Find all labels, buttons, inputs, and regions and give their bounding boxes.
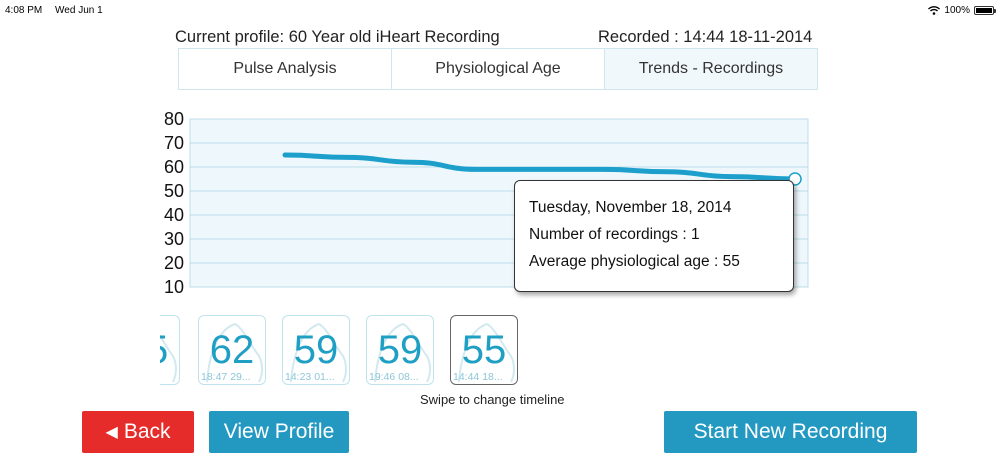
battery-icon xyxy=(974,6,996,15)
y-tick-label: 40 xyxy=(164,205,184,225)
status-date: Wed Jun 1 xyxy=(55,5,103,16)
recorded-timestamp: Recorded : 14:44 18-11-2014 xyxy=(598,28,813,46)
card-value: 59 xyxy=(377,328,423,372)
battery-percent: 100% xyxy=(944,5,970,16)
card-timestamp: 19:46 08... xyxy=(369,371,419,383)
status-left: 4:08 PM Wed Jun 1 xyxy=(5,5,113,16)
chart-tooltip: Tuesday, November 18, 2014 Number of rec… xyxy=(514,180,794,292)
status-right: 100% xyxy=(928,5,996,16)
y-tick-label: 70 xyxy=(164,133,184,153)
heart-outline-icon xyxy=(374,322,431,383)
tooltip-average: Average physiological age : 55 xyxy=(529,253,740,270)
series-line xyxy=(282,152,798,182)
card-timestamp: 18:47 29... xyxy=(201,371,251,383)
back-button[interactable]: ◀ Back xyxy=(82,411,194,453)
view-profile-button[interactable]: View Profile xyxy=(209,411,349,453)
tab-pulse-analysis[interactable]: Pulse Analysis xyxy=(179,49,392,89)
wifi-icon xyxy=(928,6,941,15)
y-tick-label: 20 xyxy=(164,253,184,273)
card-value: 55 xyxy=(461,328,507,372)
card-value: 59 xyxy=(293,328,339,372)
y-tick-label: 10 xyxy=(164,277,184,295)
swipe-hint: Swipe to change timeline xyxy=(420,392,565,407)
tooltip-date: Tuesday, November 18, 2014 xyxy=(529,199,732,216)
y-tick-label: 30 xyxy=(164,229,184,249)
timeline-card-selected[interactable]: 55 14:44 18... xyxy=(450,315,518,385)
heart-outline-icon xyxy=(458,322,515,383)
start-new-recording-button[interactable]: Start New Recording xyxy=(664,411,917,453)
tab-trends-recordings[interactable]: Trends - Recordings xyxy=(605,49,817,89)
tooltip-count: Number of recordings : 1 xyxy=(529,226,700,243)
y-tick-label: 60 xyxy=(164,157,184,177)
recordings-timeline[interactable]: 55 62 18:47 29... 59 14:23 01... 59 19:4… xyxy=(160,315,530,387)
timeline-card[interactable]: 55 xyxy=(160,315,180,385)
card-timestamp: 14:44 18... xyxy=(453,371,503,383)
tab-bar: Pulse Analysis Physiological Age Trends … xyxy=(178,48,818,90)
current-profile: Current profile: 60 Year old iHeart Reco… xyxy=(175,28,500,46)
heart-outline-icon xyxy=(206,322,263,383)
card-value: 62 xyxy=(209,328,255,372)
status-time: 4:08 PM xyxy=(5,5,43,16)
card-timestamp: 14:23 01... xyxy=(285,371,335,383)
card-value: 55 xyxy=(160,330,179,370)
tab-physiological-age[interactable]: Physiological Age xyxy=(392,49,605,89)
y-tick-label: 50 xyxy=(164,181,184,201)
back-button-label: Back xyxy=(123,420,171,443)
heart-outline-icon xyxy=(160,334,177,383)
arrow-left-icon: ◀ xyxy=(105,424,118,441)
heart-outline-icon xyxy=(290,322,347,383)
timeline-card[interactable]: 59 19:46 08... xyxy=(366,315,434,385)
timeline-card[interactable]: 62 18:47 29... xyxy=(198,315,266,385)
y-tick-label: 80 xyxy=(164,110,184,129)
timeline-card[interactable]: 59 14:23 01... xyxy=(282,315,350,385)
status-bar: 4:08 PM Wed Jun 1 100% xyxy=(0,0,1000,20)
